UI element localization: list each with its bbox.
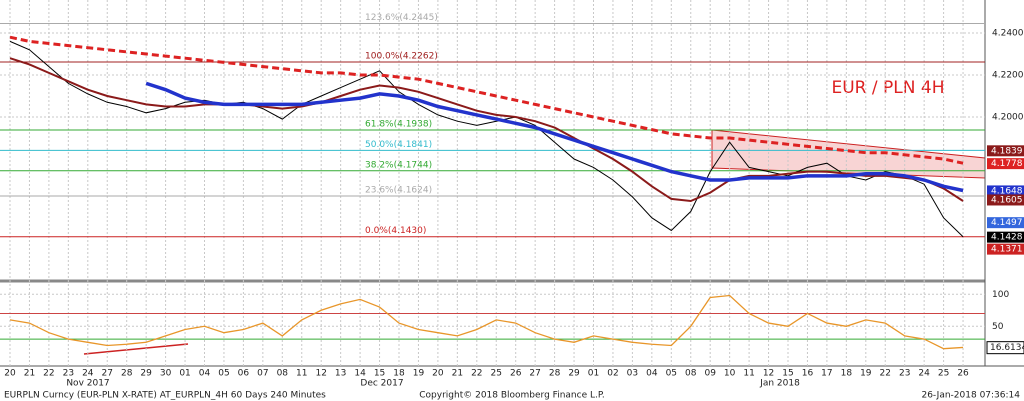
fib-label: 123.6%(4.2445) bbox=[365, 13, 438, 23]
x-tick-label: 14 bbox=[354, 369, 366, 379]
x-tick-label: 19 bbox=[413, 369, 425, 379]
footer-left: EURPLN Curncy (EUR-PLN X-RATE) AT_EURPLN… bbox=[4, 391, 326, 401]
price-tag bbox=[987, 185, 1024, 197]
oscillator-line bbox=[9, 294, 964, 350]
price-tag-label: 4.1648 bbox=[991, 186, 1023, 196]
x-tick-label: 28 bbox=[121, 369, 133, 379]
x-tick-label: 05 bbox=[218, 369, 229, 379]
footer-center: Copyright© 2018 Bloomberg Finance L.P. bbox=[419, 391, 604, 401]
series-line bbox=[9, 57, 964, 203]
price-tag bbox=[987, 145, 1024, 157]
x-tick-label: 24 bbox=[82, 369, 94, 379]
x-tick-label: 22 bbox=[471, 369, 482, 379]
footer-right: 26-Jan-2018 07:36:14 bbox=[921, 391, 1020, 401]
price-tag-label: 4.1839 bbox=[991, 146, 1023, 156]
x-tick-label: 11 bbox=[743, 369, 754, 379]
x-tick-label: 22 bbox=[880, 369, 891, 379]
x-tick-label: 23 bbox=[63, 369, 74, 379]
x-tick-label: 24 bbox=[918, 369, 930, 379]
x-tick-label: 07 bbox=[257, 369, 268, 379]
x-tick-label: 10 bbox=[724, 369, 736, 379]
x-tick-label: 16 bbox=[802, 369, 814, 379]
month-label: Jan 2018 bbox=[759, 379, 800, 389]
x-tick-label: 08 bbox=[685, 369, 697, 379]
series-line bbox=[9, 40, 964, 238]
price-tag-label: 4.1778 bbox=[991, 159, 1023, 169]
fib-label: 38.2%(4.1744) bbox=[365, 160, 432, 170]
x-tick-label: 20 bbox=[432, 369, 444, 379]
x-tick-label: 17 bbox=[821, 369, 832, 379]
x-tick-label: 19 bbox=[860, 369, 872, 379]
x-tick-label: 03 bbox=[627, 369, 638, 379]
y-tick-label: 4.2200 bbox=[992, 70, 1024, 80]
x-tick-label: 13 bbox=[335, 369, 346, 379]
x-tick-label: 28 bbox=[549, 369, 561, 379]
price-tag-label: 4.1428 bbox=[991, 233, 1023, 243]
x-tick-label: 04 bbox=[646, 369, 658, 379]
x-tick-label: 27 bbox=[102, 369, 113, 379]
x-tick-label: 30 bbox=[160, 369, 172, 379]
x-tick-label: 22 bbox=[43, 369, 54, 379]
x-tick-label: 26 bbox=[957, 369, 969, 379]
x-tick-label: 01 bbox=[179, 369, 190, 379]
price-tag bbox=[987, 158, 1024, 170]
x-tick-label: 18 bbox=[393, 369, 405, 379]
month-label: Nov 2017 bbox=[66, 379, 109, 389]
y-tick-label: 4.2000 bbox=[992, 112, 1024, 122]
chart-title: EUR / PLN 4H bbox=[832, 78, 945, 98]
price-tag bbox=[987, 217, 1024, 229]
fib-label: 23.6%(4.1624) bbox=[365, 185, 432, 195]
x-tick-label: 29 bbox=[568, 369, 580, 379]
x-tick-label: 08 bbox=[277, 369, 289, 379]
price-tag-label: 4.1605 bbox=[991, 195, 1023, 205]
fib-label: 50.0%(4.1841) bbox=[365, 140, 432, 150]
x-tick-label: 21 bbox=[24, 369, 35, 379]
x-tick-label: 12 bbox=[315, 369, 326, 379]
x-tick-label: 01 bbox=[588, 369, 599, 379]
price-tag bbox=[987, 194, 1024, 206]
x-tick-label: 25 bbox=[938, 369, 949, 379]
x-tick-label: 23 bbox=[899, 369, 910, 379]
x-tick-label: 18 bbox=[841, 369, 853, 379]
y-tick-label: 50 bbox=[992, 322, 1004, 332]
x-tick-label: 02 bbox=[607, 369, 618, 379]
fib-label: 0.0%(4.1430) bbox=[365, 226, 426, 236]
x-tick-label: 04 bbox=[199, 369, 211, 379]
price-tag bbox=[987, 231, 1024, 243]
x-tick-label: 05 bbox=[666, 369, 677, 379]
price-tag bbox=[987, 243, 1024, 255]
month-label: Dec 2017 bbox=[360, 379, 403, 389]
x-tick-label: 12 bbox=[763, 369, 774, 379]
x-tick-label: 11 bbox=[296, 369, 307, 379]
price-tag-label: 4.1371 bbox=[991, 245, 1023, 255]
x-tick-label: 06 bbox=[238, 369, 250, 379]
oscillator-tag-label: 16.6134 bbox=[990, 343, 1024, 353]
oscillator-tag bbox=[986, 341, 1024, 355]
trendline bbox=[83, 343, 189, 355]
x-tick-label: 26 bbox=[510, 369, 522, 379]
x-tick-label: 21 bbox=[452, 369, 463, 379]
x-tick-label: 29 bbox=[140, 369, 152, 379]
series-line bbox=[145, 81, 964, 193]
x-tick-label: 09 bbox=[704, 369, 716, 379]
x-tick-label: 25 bbox=[491, 369, 502, 379]
series-line bbox=[9, 35, 964, 165]
x-tick-label: 20 bbox=[4, 369, 16, 379]
x-tick-label: 15 bbox=[782, 369, 793, 379]
fib-label: 100.0%(4.2262) bbox=[365, 51, 438, 61]
y-tick-label: 4.2400 bbox=[992, 28, 1024, 38]
fib-label: 61.8%(4.1938) bbox=[365, 120, 432, 130]
x-tick-label: 15 bbox=[374, 369, 385, 379]
y-tick-label: 100 bbox=[992, 290, 1009, 300]
price-tag-label: 4.1497 bbox=[991, 218, 1023, 228]
x-tick-label: 27 bbox=[529, 369, 540, 379]
